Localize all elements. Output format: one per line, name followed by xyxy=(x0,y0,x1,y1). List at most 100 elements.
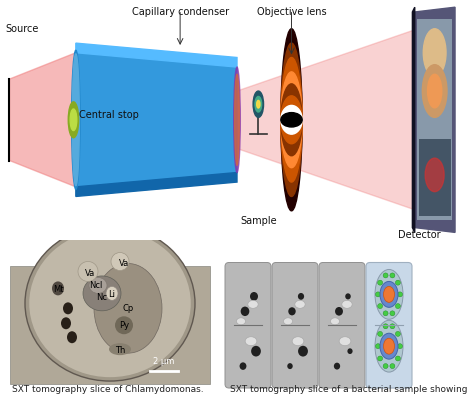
Ellipse shape xyxy=(237,318,246,325)
Polygon shape xyxy=(76,173,237,196)
Polygon shape xyxy=(76,53,237,187)
Ellipse shape xyxy=(375,344,381,348)
Ellipse shape xyxy=(347,348,353,354)
Text: Ncl: Ncl xyxy=(89,281,103,290)
Ellipse shape xyxy=(25,226,195,381)
Ellipse shape xyxy=(89,278,107,293)
Polygon shape xyxy=(76,53,237,187)
Ellipse shape xyxy=(398,292,402,297)
Text: Capillary condenser: Capillary condenser xyxy=(132,7,228,17)
Ellipse shape xyxy=(288,307,296,315)
Ellipse shape xyxy=(109,343,131,355)
Ellipse shape xyxy=(395,280,401,285)
Ellipse shape xyxy=(390,273,395,278)
Text: Cp: Cp xyxy=(122,304,134,313)
Polygon shape xyxy=(412,7,415,232)
FancyBboxPatch shape xyxy=(417,19,452,221)
FancyBboxPatch shape xyxy=(10,267,210,384)
Ellipse shape xyxy=(425,158,444,192)
Ellipse shape xyxy=(281,96,302,144)
Text: Mt: Mt xyxy=(53,285,63,294)
Ellipse shape xyxy=(67,331,77,343)
Ellipse shape xyxy=(378,331,383,336)
Ellipse shape xyxy=(241,307,249,316)
Ellipse shape xyxy=(248,300,258,308)
Ellipse shape xyxy=(390,324,395,329)
Ellipse shape xyxy=(253,91,264,117)
Ellipse shape xyxy=(395,331,401,336)
Ellipse shape xyxy=(239,362,246,370)
Ellipse shape xyxy=(342,300,352,308)
Polygon shape xyxy=(237,19,446,221)
Ellipse shape xyxy=(423,29,446,77)
Text: 2 μm: 2 μm xyxy=(153,357,175,366)
Text: Detector: Detector xyxy=(398,230,441,240)
Ellipse shape xyxy=(68,102,79,138)
Ellipse shape xyxy=(378,280,383,285)
Ellipse shape xyxy=(94,263,162,353)
Ellipse shape xyxy=(292,337,304,346)
FancyBboxPatch shape xyxy=(225,263,271,388)
Ellipse shape xyxy=(63,303,73,314)
Ellipse shape xyxy=(115,316,133,334)
Text: SXT tomography slice of a bacterial sample showing
three slices taken from diffe: SXT tomography slice of a bacterial samp… xyxy=(230,385,467,396)
Ellipse shape xyxy=(281,43,302,196)
Text: Va: Va xyxy=(119,259,129,268)
Ellipse shape xyxy=(428,74,442,108)
Text: Py: Py xyxy=(119,321,129,330)
Ellipse shape xyxy=(61,317,71,329)
Ellipse shape xyxy=(111,253,129,270)
Ellipse shape xyxy=(383,364,388,369)
Ellipse shape xyxy=(390,311,395,316)
Ellipse shape xyxy=(72,54,80,186)
Ellipse shape xyxy=(255,97,262,112)
Ellipse shape xyxy=(383,286,394,303)
Ellipse shape xyxy=(383,324,388,329)
Ellipse shape xyxy=(83,276,121,311)
Ellipse shape xyxy=(378,356,383,361)
Text: Li: Li xyxy=(109,290,116,299)
Text: Sample: Sample xyxy=(240,215,277,226)
Ellipse shape xyxy=(29,230,191,377)
Text: Th: Th xyxy=(115,346,125,355)
Ellipse shape xyxy=(335,307,343,316)
Ellipse shape xyxy=(245,337,257,346)
Ellipse shape xyxy=(334,363,340,369)
Ellipse shape xyxy=(345,293,351,299)
FancyBboxPatch shape xyxy=(366,263,412,388)
Ellipse shape xyxy=(383,273,388,278)
Ellipse shape xyxy=(251,346,261,356)
Ellipse shape xyxy=(283,318,292,325)
Ellipse shape xyxy=(375,269,403,319)
Ellipse shape xyxy=(390,364,395,369)
Ellipse shape xyxy=(70,109,77,131)
Ellipse shape xyxy=(395,356,401,361)
Ellipse shape xyxy=(78,261,98,282)
Ellipse shape xyxy=(52,282,64,295)
Ellipse shape xyxy=(257,100,260,108)
Ellipse shape xyxy=(234,67,240,173)
Ellipse shape xyxy=(281,72,302,168)
Ellipse shape xyxy=(398,344,402,348)
Ellipse shape xyxy=(106,286,118,300)
FancyBboxPatch shape xyxy=(319,263,365,388)
Ellipse shape xyxy=(375,292,381,297)
Text: Objective lens: Objective lens xyxy=(257,7,326,17)
Ellipse shape xyxy=(383,338,394,354)
Ellipse shape xyxy=(380,333,398,359)
Text: SXT tomography slice of Chlamydomonas.
Chloroplast (Cp); Pyrenoid (Py); Thylakoi: SXT tomography slice of Chlamydomonas. C… xyxy=(12,385,211,396)
Text: Source: Source xyxy=(6,24,39,34)
Polygon shape xyxy=(415,7,455,232)
Text: Nc: Nc xyxy=(97,293,108,302)
Ellipse shape xyxy=(339,337,351,346)
Ellipse shape xyxy=(330,318,339,325)
Polygon shape xyxy=(9,53,76,187)
Ellipse shape xyxy=(378,304,383,308)
Ellipse shape xyxy=(380,282,398,307)
FancyBboxPatch shape xyxy=(272,263,318,388)
Ellipse shape xyxy=(72,50,80,189)
Ellipse shape xyxy=(295,300,305,308)
Ellipse shape xyxy=(235,74,239,165)
Ellipse shape xyxy=(281,112,302,127)
Text: Central stop: Central stop xyxy=(79,110,139,120)
